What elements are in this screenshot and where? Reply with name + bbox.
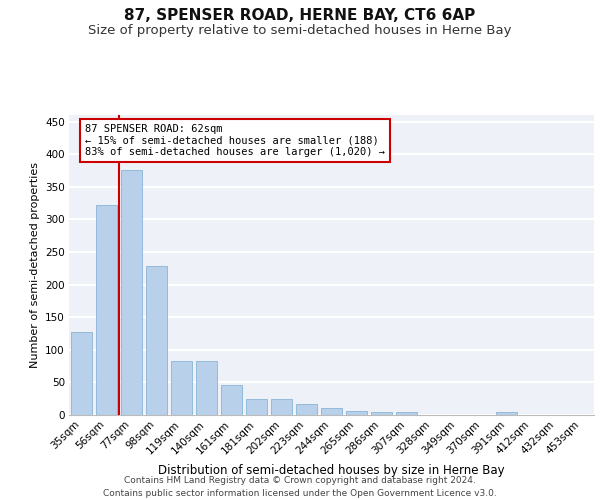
Bar [171,361,192,415]
Bar [271,398,292,415]
Bar [146,266,167,415]
Bar [396,412,417,415]
Bar [321,408,342,415]
Bar [371,412,392,415]
Bar [246,398,267,415]
Bar [496,412,517,415]
Text: 87, SPENSER ROAD, HERNE BAY, CT6 6AP: 87, SPENSER ROAD, HERNE BAY, CT6 6AP [124,8,476,22]
Bar [96,205,117,415]
Bar [71,332,92,415]
Text: Contains HM Land Registry data © Crown copyright and database right 2024.
Contai: Contains HM Land Registry data © Crown c… [103,476,497,498]
Y-axis label: Number of semi-detached properties: Number of semi-detached properties [29,162,40,368]
Bar [221,385,242,415]
Text: 87 SPENSER ROAD: 62sqm
← 15% of semi-detached houses are smaller (188)
83% of se: 87 SPENSER ROAD: 62sqm ← 15% of semi-det… [85,124,385,157]
Bar [296,404,317,415]
Text: Size of property relative to semi-detached houses in Herne Bay: Size of property relative to semi-detach… [88,24,512,37]
Bar [121,170,142,415]
X-axis label: Distribution of semi-detached houses by size in Herne Bay: Distribution of semi-detached houses by … [158,464,505,477]
Bar [196,361,217,415]
Bar [346,411,367,415]
